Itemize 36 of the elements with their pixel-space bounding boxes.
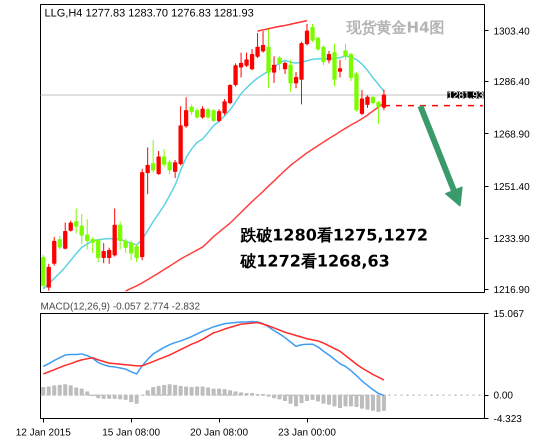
- y-tick-label: 1268.90: [494, 129, 530, 140]
- candlestick: [63, 222, 68, 250]
- candlestick: [52, 236, 56, 266]
- x-tick-label: 23 Jan 00:00: [278, 428, 336, 438]
- y-tick-label: 1286.40: [494, 77, 530, 88]
- y-tick-label: 1303.40: [494, 26, 530, 38]
- line-series: [256, 20, 308, 32]
- annotation: 跌破1280看1275,1272: [239, 225, 428, 244]
- candlestick: [282, 61, 288, 74]
- y-tick-label: -4.323: [494, 414, 522, 425]
- candlestick: [288, 59, 293, 92]
- line-series: [42, 320, 385, 396]
- x-tick-label: 15 Jan 08:00: [102, 428, 161, 438]
- candlestick: [200, 106, 205, 120]
- candlestick: [118, 221, 122, 250]
- y-tick-label: 0.00: [494, 390, 514, 402]
- x-tick-label: 12 Jan 2015: [16, 428, 72, 438]
- x-tick-label: 20 Jan 08:00: [190, 428, 248, 438]
- y-tick-label: 1233.90: [494, 234, 530, 246]
- candlestick: [46, 263, 51, 292]
- line-series: [42, 322, 385, 381]
- annotation: 破1272看1268,63: [239, 251, 390, 270]
- text: 现货黄金H4图: [346, 18, 445, 36]
- candlestick: [68, 220, 73, 232]
- candlestick: [151, 140, 156, 174]
- chart-title: MACD(12,26,9) -0.057 2.774 -2.832: [40, 302, 200, 312]
- chart-subtitle: LLG,H4 1277.83 1283.70 1276.83 1281.93: [44, 8, 254, 20]
- candlestick: [277, 56, 282, 71]
- ref-line-label: 1281.93: [447, 90, 484, 102]
- candlestick: [272, 56, 276, 84]
- candlestick: [326, 50, 332, 64]
- candlestick: [156, 150, 161, 176]
- candlestick: [58, 235, 62, 250]
- y-tick-label: 15.067: [494, 309, 525, 320]
- y-tick-label: 1216.90: [494, 285, 530, 296]
- y-tick-label: 1251.40: [494, 182, 530, 193]
